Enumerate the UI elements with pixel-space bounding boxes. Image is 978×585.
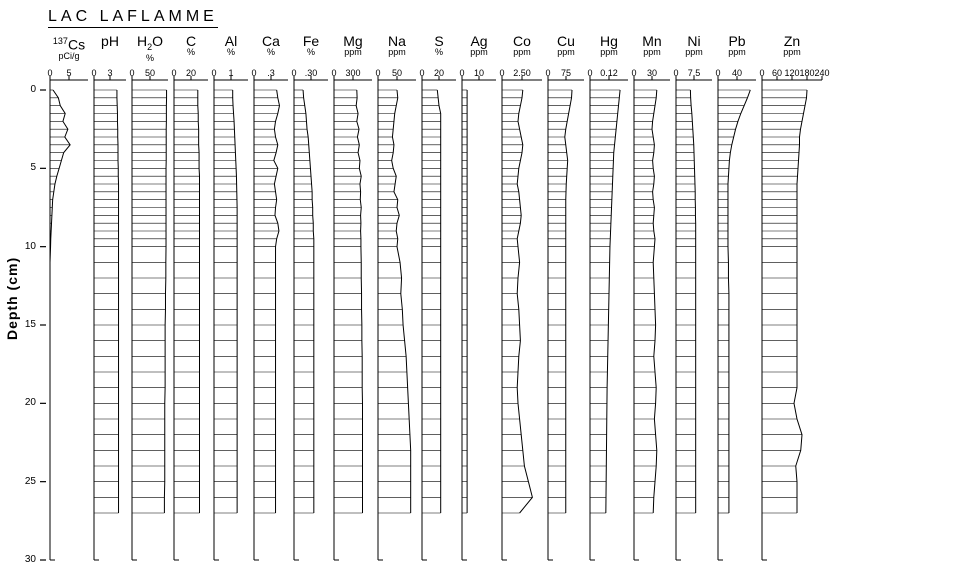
chart-page: { "title": "LAC LAFLAMME", "ylabel": "De…	[0, 0, 978, 585]
depth-profile-plot	[0, 0, 978, 585]
